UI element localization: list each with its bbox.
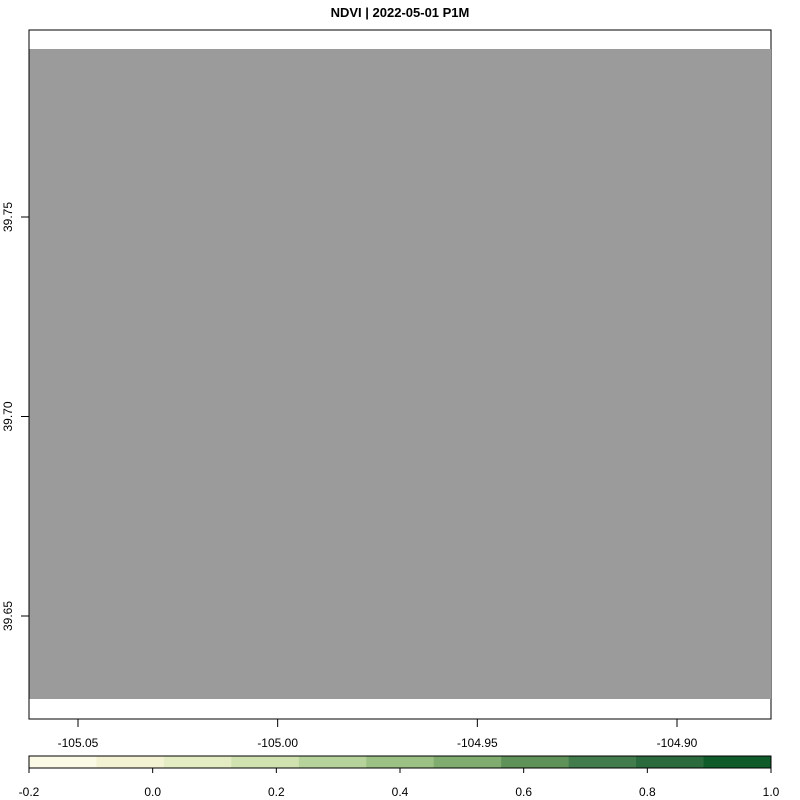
x-axis: -105.05 -105.00 -104.95 -104.90: [58, 719, 698, 750]
legend-tick-label: 0.6: [515, 785, 532, 799]
legend-color-segment: [366, 756, 435, 768]
legend-color-segment: [231, 756, 300, 768]
legend-color-segment: [568, 756, 637, 768]
legend-color-segment: [433, 756, 502, 768]
y-axis: 39.75 39.70 39.65: [1, 202, 29, 631]
legend-tick-label: -0.2: [19, 785, 40, 799]
legend-tick-label: 0.2: [268, 785, 285, 799]
legend-color-segment: [29, 756, 97, 768]
legend-color-segment: [703, 756, 772, 768]
legend-color-segment: [163, 756, 232, 768]
legend-tick-label: 0.0: [144, 785, 161, 799]
y-tick-label: 39.75: [1, 202, 15, 232]
y-tick-label: 39.70: [1, 401, 15, 431]
legend-color-segment: [636, 756, 705, 768]
legend-tick-label: 0.4: [392, 785, 409, 799]
x-tick-label: -105.05: [58, 736, 99, 750]
legend-tick-label: 0.8: [639, 785, 656, 799]
x-tick-label: -105.00: [257, 736, 298, 750]
legend-color-segment: [501, 756, 570, 768]
legend-tick-label: 1.0: [763, 785, 780, 799]
legend-color-segment: [96, 756, 165, 768]
y-tick-label: 39.65: [1, 601, 15, 631]
x-tick-label: -104.95: [457, 736, 498, 750]
raster-no-data: [29, 49, 771, 699]
legend-color-segment: [298, 756, 367, 768]
map-title: NDVI | 2022-05-01 P1M: [330, 5, 470, 20]
x-tick-label: -104.90: [657, 736, 698, 750]
color-legend: -0.2 0.0 0.2 0.4 0.6 0.8 1.0: [19, 755, 780, 799]
